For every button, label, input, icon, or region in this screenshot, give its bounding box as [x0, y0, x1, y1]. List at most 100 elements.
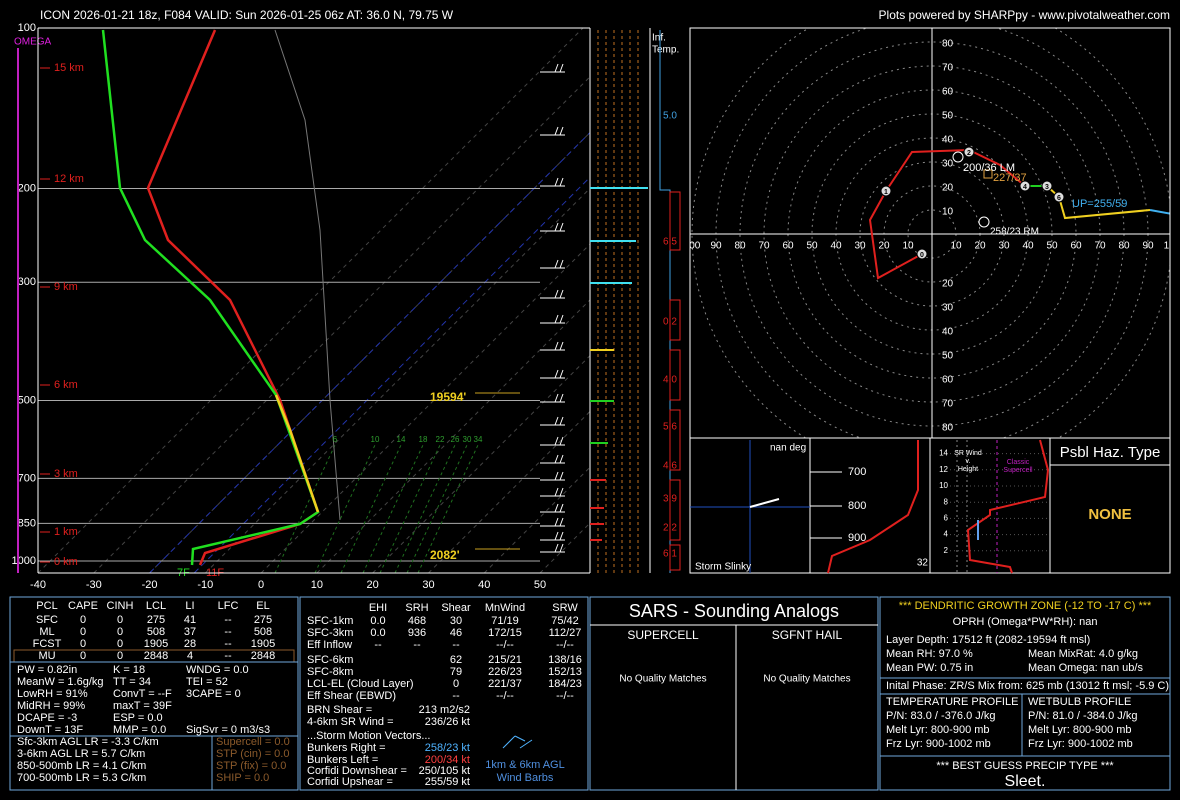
- temp-tick-label: 30: [422, 579, 434, 591]
- index-value: K = 18: [113, 664, 145, 676]
- isotherm: [483, 466, 590, 573]
- hodo-x-tick-label: 30: [854, 241, 866, 252]
- parcel-cell: 0: [117, 638, 123, 650]
- mean-wind-label: 227/37: [993, 172, 1027, 184]
- kinematic-cell: 62: [450, 654, 462, 666]
- srwind-tick-label: 4: [944, 530, 949, 539]
- index-value: WNDG = 0.0: [186, 664, 249, 676]
- height-tick-label: 9 km: [54, 281, 78, 293]
- sars-title: SARS - Sounding Analogs: [629, 601, 839, 621]
- kinematic-cell: 79: [450, 666, 462, 678]
- index-value: TT = 34: [113, 676, 151, 688]
- wind-barb: [559, 416, 564, 426]
- temp-profile-line: Frz Lyr: 900-1002 mb: [886, 738, 991, 750]
- temp-tick-label: -10: [197, 579, 213, 591]
- mixing-ratio-label: 26: [451, 435, 460, 444]
- wind-barb: [554, 314, 559, 324]
- storm-motion-value: 213 m2/s2: [419, 704, 470, 716]
- height-tick-label: 0 km: [54, 556, 78, 568]
- hodo-x-tick-label: 100: [684, 241, 701, 252]
- theta-corner: 32: [917, 558, 929, 569]
- parcel-cell: 508: [254, 626, 272, 638]
- parcel-cell: 1905: [251, 638, 275, 650]
- hodo-y-tick-label: 40: [942, 135, 954, 146]
- hodo-x-tick-label: 90: [1142, 241, 1154, 252]
- kinematic-cell: 152/13: [548, 666, 582, 678]
- hodo-height-label: 6: [1057, 195, 1061, 202]
- dgz-phase: Inital Phase: ZR/S Mix from: 625 mb (130…: [886, 680, 1169, 692]
- kinematic-cell: 226/23: [488, 666, 522, 678]
- supercell-label: Classic: [1007, 459, 1030, 466]
- kinematic-header: SRH: [405, 602, 428, 614]
- hodo-y-tick-label: 60: [942, 375, 954, 386]
- hodo-height-label: 2: [967, 150, 971, 157]
- hodo-y-tick-label: 70: [942, 399, 954, 410]
- hodo-x-tick-label: 60: [1070, 241, 1082, 252]
- dgz-title: *** DENDRITIC GROWTH ZONE (-12 TO -17 C)…: [899, 600, 1152, 612]
- parcel-header: LCL: [146, 600, 166, 612]
- sars-supercell: SUPERCELL: [627, 628, 699, 642]
- hodo-x-tick-label: 70: [758, 241, 770, 252]
- severe-param: STP (cin) = 0.0: [216, 748, 289, 760]
- kinematic-cell: --: [452, 690, 460, 702]
- isotherm: [316, 299, 590, 573]
- wind-barb: [554, 471, 559, 481]
- wind-barb: [554, 503, 559, 513]
- mixing-ratio-label: 34: [474, 435, 483, 444]
- temperature-trace: [146, 29, 320, 566]
- index-value: LowRH = 91%: [17, 688, 88, 700]
- kinematic-cell: 30: [450, 615, 462, 627]
- hodo-trace-6-9km: [1046, 185, 1151, 220]
- hodo-height-marker: [916, 248, 928, 260]
- parcel-cell: 1905: [144, 638, 168, 650]
- storm-motion-label: BRN Shear =: [307, 704, 372, 716]
- wind-barb: [559, 517, 564, 527]
- inferred-temp-bar: [669, 349, 681, 401]
- storm-motion-label: 4-6km SR Wind =: [307, 716, 394, 728]
- height-tick-label: 3 km: [54, 468, 78, 480]
- parcel-cell: --: [224, 626, 232, 638]
- inferred-temp-title: Inf.: [652, 33, 666, 44]
- hodo-y-tick-label: 40: [942, 327, 954, 338]
- dgz-omega: Mean Omega: nan ub/s: [1028, 662, 1143, 674]
- srwind-trace: [966, 439, 1050, 574]
- header-credit: Plots powered by SHARPpy - www.pivotalwe…: [879, 8, 1170, 22]
- index-value: PW = 0.82in: [17, 664, 77, 676]
- index-value: ESP = 0.0: [113, 712, 163, 724]
- srwind-title: SR Wind: [954, 450, 982, 457]
- lapse-rate: Sfc-3km AGL LR = -3.3 C/km: [17, 736, 159, 748]
- srwind-title: Height: [958, 466, 978, 473]
- parcel-cell: --: [224, 650, 232, 662]
- hodo-y-tick-label: 80: [942, 39, 954, 50]
- storm-motion-title: ...Storm Motion Vectors...: [307, 730, 431, 742]
- hazard-border: [1049, 437, 1171, 574]
- temp-tick-label: -30: [86, 579, 102, 591]
- kinematic-cell: 184/23: [548, 678, 582, 690]
- mixing-ratio-label: 30: [463, 435, 472, 444]
- wind-barb: [559, 531, 564, 541]
- barbs-label: Wind Barbs: [497, 772, 554, 784]
- parcel-cell: 0: [117, 626, 123, 638]
- hodo-height-label: 4: [1023, 184, 1027, 191]
- lapse-rate: 3-6km AGL LR = 5.7 C/km: [17, 748, 145, 760]
- storm-motion-marker: [952, 151, 964, 163]
- hodo-y-tick-label: 10: [942, 207, 954, 218]
- storm-motion-value: 255/59 kt: [425, 776, 470, 788]
- kinematic-label: SFC-6km: [307, 654, 353, 666]
- wind-barb: [559, 454, 564, 464]
- wind-barb: [559, 393, 564, 403]
- hodo-x-tick-label: 30: [998, 241, 1010, 252]
- index-value: maxT = 39F: [113, 700, 172, 712]
- kinematic-cell: 221/37: [488, 678, 522, 690]
- upshear-label: UP=255/59: [1072, 198, 1127, 210]
- hodo-y-tick-label: 50: [942, 111, 954, 122]
- wind-barb: [554, 222, 559, 232]
- wind-barb: [559, 436, 564, 446]
- dgz-mixrat: Mean MixRat: 4.0 g/kg: [1028, 648, 1138, 660]
- hodo-y-tick-label: 60: [942, 87, 954, 98]
- theta-tick-label: 700: [848, 466, 866, 478]
- hodo-height-marker: [1053, 191, 1065, 203]
- kinematic-cell: --/--: [556, 690, 574, 702]
- temp-tick-label: -40: [30, 579, 46, 591]
